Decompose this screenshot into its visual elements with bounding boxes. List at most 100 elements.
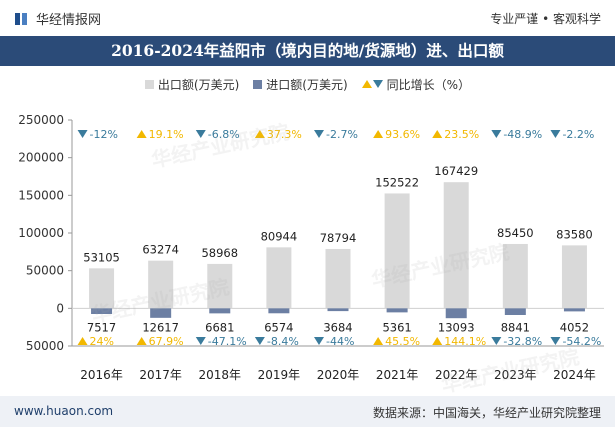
- export-value-label: 58968: [201, 246, 238, 260]
- y-tick-label: 0: [56, 301, 64, 315]
- export-growth-triangle: [77, 130, 88, 138]
- export-bar: [266, 247, 292, 309]
- legend-item-growth: 同比增长（%）: [361, 76, 471, 93]
- legend-swatch-export: [144, 79, 154, 89]
- export-growth-label: 37.3%: [267, 128, 302, 141]
- export-value-label: 78794: [320, 231, 357, 245]
- y-tick-label: 200000: [18, 151, 64, 165]
- export-bar: [384, 193, 410, 309]
- growth-triangle-icon: [361, 80, 383, 88]
- export-bar: [443, 182, 469, 309]
- legend-item-import: 进口额(万美元): [253, 76, 348, 93]
- x-tick-label: 2019年: [258, 368, 301, 382]
- import-growth-label: 144.1%: [444, 335, 486, 348]
- import-growth-triangle: [254, 337, 265, 345]
- footer-source: 数据来源：中国海关，华经产业研究院整理: [372, 406, 601, 420]
- footer: www.huaon.com 数据来源：中国海关，华经产业研究院整理: [0, 396, 615, 427]
- export-growth-triangle: [314, 130, 324, 138]
- export-growth-triangle: [550, 130, 561, 138]
- x-tick-label: 2016年: [80, 368, 123, 382]
- y-tick-label: 100000: [18, 226, 64, 240]
- import-growth-triangle: [77, 337, 88, 345]
- y-tick-label: 150000: [18, 188, 64, 202]
- import-value-label: 7517: [87, 320, 116, 334]
- chart-title: 2016-2024年益阳市（境内目的地/货源地）进、出口额: [0, 36, 615, 66]
- export-value-label: 83580: [556, 227, 593, 241]
- export-growth-label: -48.9%: [503, 128, 542, 141]
- export-growth-label: 93.6%: [385, 128, 420, 141]
- export-growth-triangle: [432, 130, 443, 138]
- bar-chart: 250000 200000 150000 100000 50000 0 50000 53105…: [18, 113, 604, 382]
- export-growth-triangle: [136, 130, 147, 138]
- x-tick-label: 2023年: [494, 368, 537, 382]
- x-tick-label: 2024年: [553, 368, 596, 382]
- export-growth-label: -6.8%: [208, 128, 240, 141]
- legend-item-export: 出口额(万美元): [144, 76, 240, 93]
- import-growth-triangle: [550, 337, 561, 345]
- export-growth-label: 23.5%: [444, 128, 479, 141]
- import-bar: [150, 308, 172, 318]
- legend-label-import: 进口额(万美元): [266, 77, 348, 92]
- export-bar: [325, 248, 351, 309]
- top-bar: 华经情报网 专业严谨 • 客观科学: [0, 0, 615, 36]
- export-value-label: 152522: [375, 175, 419, 189]
- import-growth-label: 67.9%: [149, 335, 184, 348]
- chart-legend: 出口额(万美元) 进口额(万美元) 同比增长（%）: [0, 74, 615, 94]
- import-growth-triangle: [491, 337, 502, 345]
- import-growth-label: -54.2%: [562, 335, 601, 348]
- import-growth-label: -44%: [326, 335, 354, 348]
- brand-logo-icon: [14, 11, 30, 27]
- export-value-label: 85450: [497, 226, 534, 240]
- legend-swatch-import: [253, 79, 263, 89]
- import-value-label: 8841: [501, 320, 530, 334]
- x-tick-label: 2018年: [199, 368, 242, 382]
- export-value-label: 53105: [83, 250, 120, 264]
- import-value-label: 13093: [438, 320, 475, 334]
- x-tick-label: 2020年: [317, 368, 360, 382]
- export-growth-label: 19.1%: [149, 128, 184, 141]
- import-growth-triangle: [314, 337, 324, 345]
- footer-url: www.huaon.com: [14, 404, 114, 418]
- export-growth-triangle: [195, 130, 206, 138]
- brand-name: 华经情报网: [36, 13, 102, 28]
- x-tick-label: 2017年: [139, 368, 182, 382]
- export-value-label: 167429: [434, 164, 478, 178]
- export-growth-label: -12%: [90, 128, 118, 141]
- legend-label-growth: 同比增长（%）: [386, 77, 471, 92]
- import-growth-label: -8.4%: [267, 335, 299, 348]
- import-value-label: 6574: [264, 320, 293, 334]
- import-bar: [563, 308, 585, 312]
- import-growth-label: 24%: [90, 335, 114, 348]
- export-bar: [502, 243, 528, 309]
- import-growth-triangle: [136, 337, 147, 345]
- import-growth-triangle: [432, 337, 443, 345]
- import-growth-triangle: [373, 337, 384, 345]
- x-tick-label: 2022年: [435, 368, 478, 382]
- export-growth-triangle: [254, 130, 265, 138]
- export-value-label: 80944: [261, 229, 298, 243]
- y-tick-label: 50000: [26, 339, 64, 353]
- import-growth-label: -32.8%: [503, 335, 542, 348]
- export-growth-triangle: [491, 130, 502, 138]
- legend-label-export: 出口额(万美元): [157, 77, 240, 92]
- import-value-label: 6681: [205, 320, 234, 334]
- x-tick-label: 2021年: [376, 368, 419, 382]
- export-bar: [207, 263, 233, 309]
- import-bar: [91, 308, 113, 314]
- tagline: 专业严谨 • 客观科学: [490, 12, 601, 26]
- import-growth-triangle: [195, 337, 206, 345]
- export-value-label: 63274: [142, 243, 179, 257]
- export-bar: [148, 260, 174, 309]
- import-bar: [209, 308, 231, 314]
- import-value-label: 4052: [560, 320, 589, 334]
- import-value-label: 12617: [142, 320, 179, 334]
- import-bar: [268, 308, 290, 314]
- export-bar: [561, 245, 587, 309]
- import-growth-label: -47.1%: [208, 335, 247, 348]
- import-growth-label: 45.5%: [385, 335, 420, 348]
- export-growth-label: -2.2%: [562, 128, 594, 141]
- import-bar: [504, 308, 526, 315]
- export-growth-label: -2.7%: [326, 128, 358, 141]
- brand: 华经情报网: [14, 9, 101, 28]
- import-bar: [445, 308, 467, 319]
